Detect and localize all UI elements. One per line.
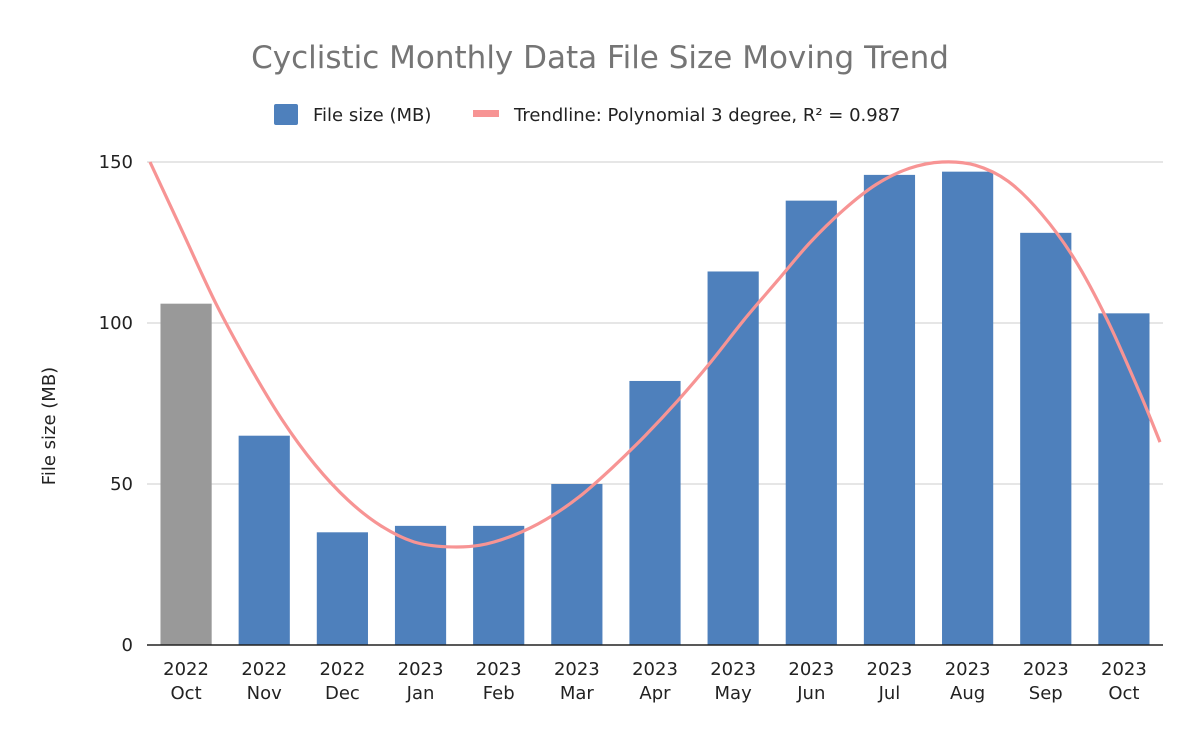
bar-2023-jun bbox=[785, 200, 837, 645]
legend-bar-label: File size (MB) bbox=[313, 105, 431, 126]
bar-2023-apr bbox=[629, 380, 681, 645]
bar-2023-jul bbox=[863, 174, 916, 645]
y-tick-label: 100 bbox=[99, 313, 133, 334]
x-tick-label: 2023 Sep bbox=[1023, 659, 1069, 704]
trendline bbox=[148, 160, 1162, 549]
x-tick-label: 2022 Oct bbox=[163, 659, 209, 704]
bar-2022-dec bbox=[316, 532, 368, 645]
legend-bar-swatch bbox=[274, 104, 298, 125]
bar-2023-may bbox=[707, 271, 759, 645]
bar-2023-mar bbox=[551, 484, 603, 645]
x-tick-label: 2023 Jan bbox=[398, 659, 444, 704]
y-axis-title: File size (MB) bbox=[39, 367, 60, 485]
x-tick-label: 2022 Nov bbox=[241, 659, 287, 704]
legend-trendline-swatch bbox=[473, 110, 499, 117]
x-tick-label: 2023 Aug bbox=[945, 659, 991, 704]
y-tick-label: 0 bbox=[122, 635, 133, 656]
y-tick-label: 50 bbox=[110, 474, 133, 495]
bar-2022-oct bbox=[160, 303, 212, 645]
x-tick-label: 2023 Jul bbox=[867, 659, 913, 704]
x-tick-label: 2023 Jun bbox=[788, 659, 834, 704]
y-tick-label: 150 bbox=[99, 152, 133, 173]
x-tick-label: 2023 Oct bbox=[1101, 659, 1147, 704]
x-tick-labels: 2022 Oct 2022 Nov 2022 Dec 2023 Jan 2023 Feb 2023 M… bbox=[163, 659, 1147, 704]
x-tick-label: 2023 Feb bbox=[476, 659, 522, 704]
bar-2023-aug bbox=[942, 171, 994, 645]
x-tick-label: 2023 May bbox=[710, 659, 756, 704]
x-tick-label: 2023 Apr bbox=[632, 659, 678, 704]
bar-2023-oct bbox=[1098, 313, 1150, 645]
bar-2023-sep bbox=[1020, 232, 1072, 645]
bars bbox=[160, 171, 1150, 645]
x-tick-label: 2023 Mar bbox=[554, 659, 600, 704]
bar-2022-nov bbox=[238, 435, 290, 645]
legend-trendline-label: Trendline: Polynomial 3 degree, R² = 0.9… bbox=[513, 105, 901, 126]
y-tick-labels: 0 50 100 150 bbox=[99, 152, 133, 656]
x-tick-label: 2022 Dec bbox=[319, 659, 365, 704]
chart-title: Cyclistic Monthly Data File Size Moving … bbox=[251, 40, 949, 76]
legend: File size (MB) Trendline: Polynomial 3 d… bbox=[274, 104, 901, 126]
